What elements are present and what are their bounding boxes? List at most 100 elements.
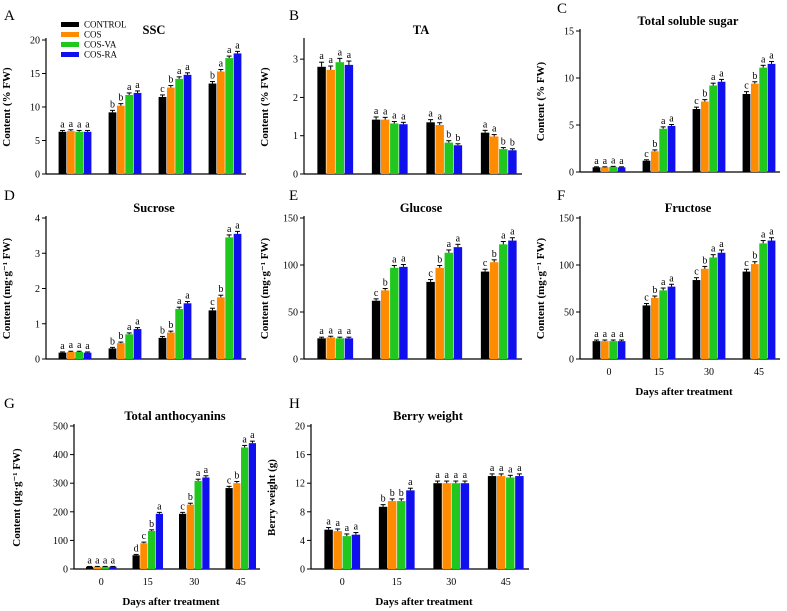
significance-label: a: [408, 477, 413, 488]
panel-title: Glucose: [400, 201, 443, 215]
significance-label: b: [110, 99, 115, 110]
legend-item-cos-ra: COS-RA: [61, 50, 118, 60]
significance-label: a: [456, 233, 461, 244]
bar-cos-va-day-15: [125, 94, 134, 174]
significance-label: c: [744, 81, 749, 92]
bar-control-day-15: [108, 348, 117, 359]
panel-title: Total soluble sugar: [638, 14, 739, 28]
significance-label: a: [669, 114, 674, 125]
panel-c: C Total soluble sugar 0 5 10 15 Content (% FW)…: [535, 1, 780, 179]
significance-label: a: [711, 72, 716, 83]
y-tick-label: 0: [569, 355, 574, 366]
bar-control-day-45: [742, 93, 751, 172]
significance-label: a: [661, 277, 666, 288]
significance-label: a: [437, 112, 442, 123]
bar-cos-va-day-45: [225, 237, 234, 359]
bar-cos-ra-day-0: [83, 352, 92, 359]
bar-cos-day-30: [435, 267, 444, 359]
bar-cos-ra-day-15: [133, 329, 142, 359]
y-tick-label: 16: [295, 450, 305, 461]
significance-label: a: [235, 220, 240, 231]
y-tick-label: 150: [559, 214, 574, 225]
legend-label: CONTROL: [84, 20, 127, 30]
bar-cos-ra-day-30: [453, 247, 463, 359]
significance-label: a: [463, 470, 468, 481]
bar-cos-va-day-0: [335, 62, 345, 174]
significance-label: c: [694, 267, 699, 278]
y-axis-title: Content (mg·g⁻¹ FW): [535, 237, 547, 339]
y-axis-title: Content (mg·g⁻¹ FW): [259, 237, 271, 339]
significance-label: a: [492, 124, 497, 135]
significance-label: b: [118, 331, 123, 342]
significance-label: b: [234, 470, 239, 481]
bar-control-day-15: [378, 506, 388, 569]
significance-label: a: [196, 468, 201, 479]
significance-label: a: [319, 326, 324, 337]
bar-cos-ra-day-30: [460, 483, 470, 569]
significance-label: b: [702, 89, 707, 100]
y-tick-label: 50: [564, 308, 574, 319]
bar-cos-day-45: [750, 83, 759, 172]
y-tick-label: 400: [53, 450, 68, 461]
significance-label: a: [345, 523, 350, 534]
y-tick-label: 15: [30, 69, 40, 80]
significance-label: a: [242, 434, 247, 445]
bar-cos-va-day-0: [609, 341, 618, 359]
significance-label: c: [180, 501, 185, 512]
bar-cos-va-day-0: [75, 351, 84, 359]
significance-label: b: [168, 75, 173, 86]
y-tick-label: 0: [293, 355, 298, 366]
bar-cos-day-45: [489, 262, 499, 359]
y-tick-label: 0: [300, 565, 305, 576]
significance-label: b: [383, 278, 388, 289]
significance-label: a: [338, 47, 343, 58]
significance-label: a: [619, 156, 624, 167]
x-tick-label: 30: [446, 577, 456, 588]
panel-title: SSC: [143, 23, 166, 37]
significance-label: c: [644, 293, 649, 304]
bar-cos-day-0: [326, 69, 335, 174]
significance-label: c: [694, 96, 699, 107]
bar-cos-ra-day-15: [667, 125, 676, 172]
bar-cos-ra-day-45: [233, 233, 242, 359]
significance-label: b: [399, 488, 404, 499]
bar-cos-va-day-30: [175, 308, 184, 359]
significance-label: b: [218, 284, 223, 295]
bar-cos-day-45: [750, 264, 759, 359]
bar-cos-ra-day-15: [133, 92, 142, 174]
significance-label: a: [392, 254, 397, 265]
significance-label: b: [446, 130, 451, 141]
bar-cos-ra-day-45: [248, 443, 257, 569]
significance-label: a: [85, 119, 90, 130]
x-tick-label: 15: [392, 577, 402, 588]
bar-cos-ra-day-0: [83, 131, 92, 174]
bar-cos-day-45: [233, 483, 241, 569]
significance-label: b: [752, 251, 757, 262]
bar-cos-va-day-15: [659, 290, 668, 359]
panel-letter: B: [289, 8, 299, 24]
bar-cos-day-15: [650, 151, 659, 172]
panel-letter: C: [557, 1, 567, 17]
significance-label: b: [501, 137, 506, 148]
significance-label: a: [435, 470, 440, 481]
bar-cos-ra-day-15: [155, 513, 164, 569]
significance-label: a: [454, 470, 459, 481]
y-tick-label: 10: [30, 103, 40, 114]
bar-cos-ra-day-30: [717, 81, 726, 172]
panel-letter: A: [4, 8, 15, 24]
bar-cos-ra-day-45: [767, 63, 776, 172]
y-axis-title: Content (% FW): [1, 67, 13, 147]
significance-label: a: [227, 224, 232, 235]
bar-cos-ra-day-15: [667, 286, 676, 359]
y-tick-label: 0: [63, 565, 68, 576]
y-tick-label: 12: [295, 479, 305, 490]
significance-label: a: [219, 58, 224, 69]
significance-label: a: [769, 51, 774, 62]
bar-control-day-0: [317, 338, 326, 359]
significance-label: a: [347, 50, 352, 61]
bar-cos-day-15: [116, 343, 125, 359]
